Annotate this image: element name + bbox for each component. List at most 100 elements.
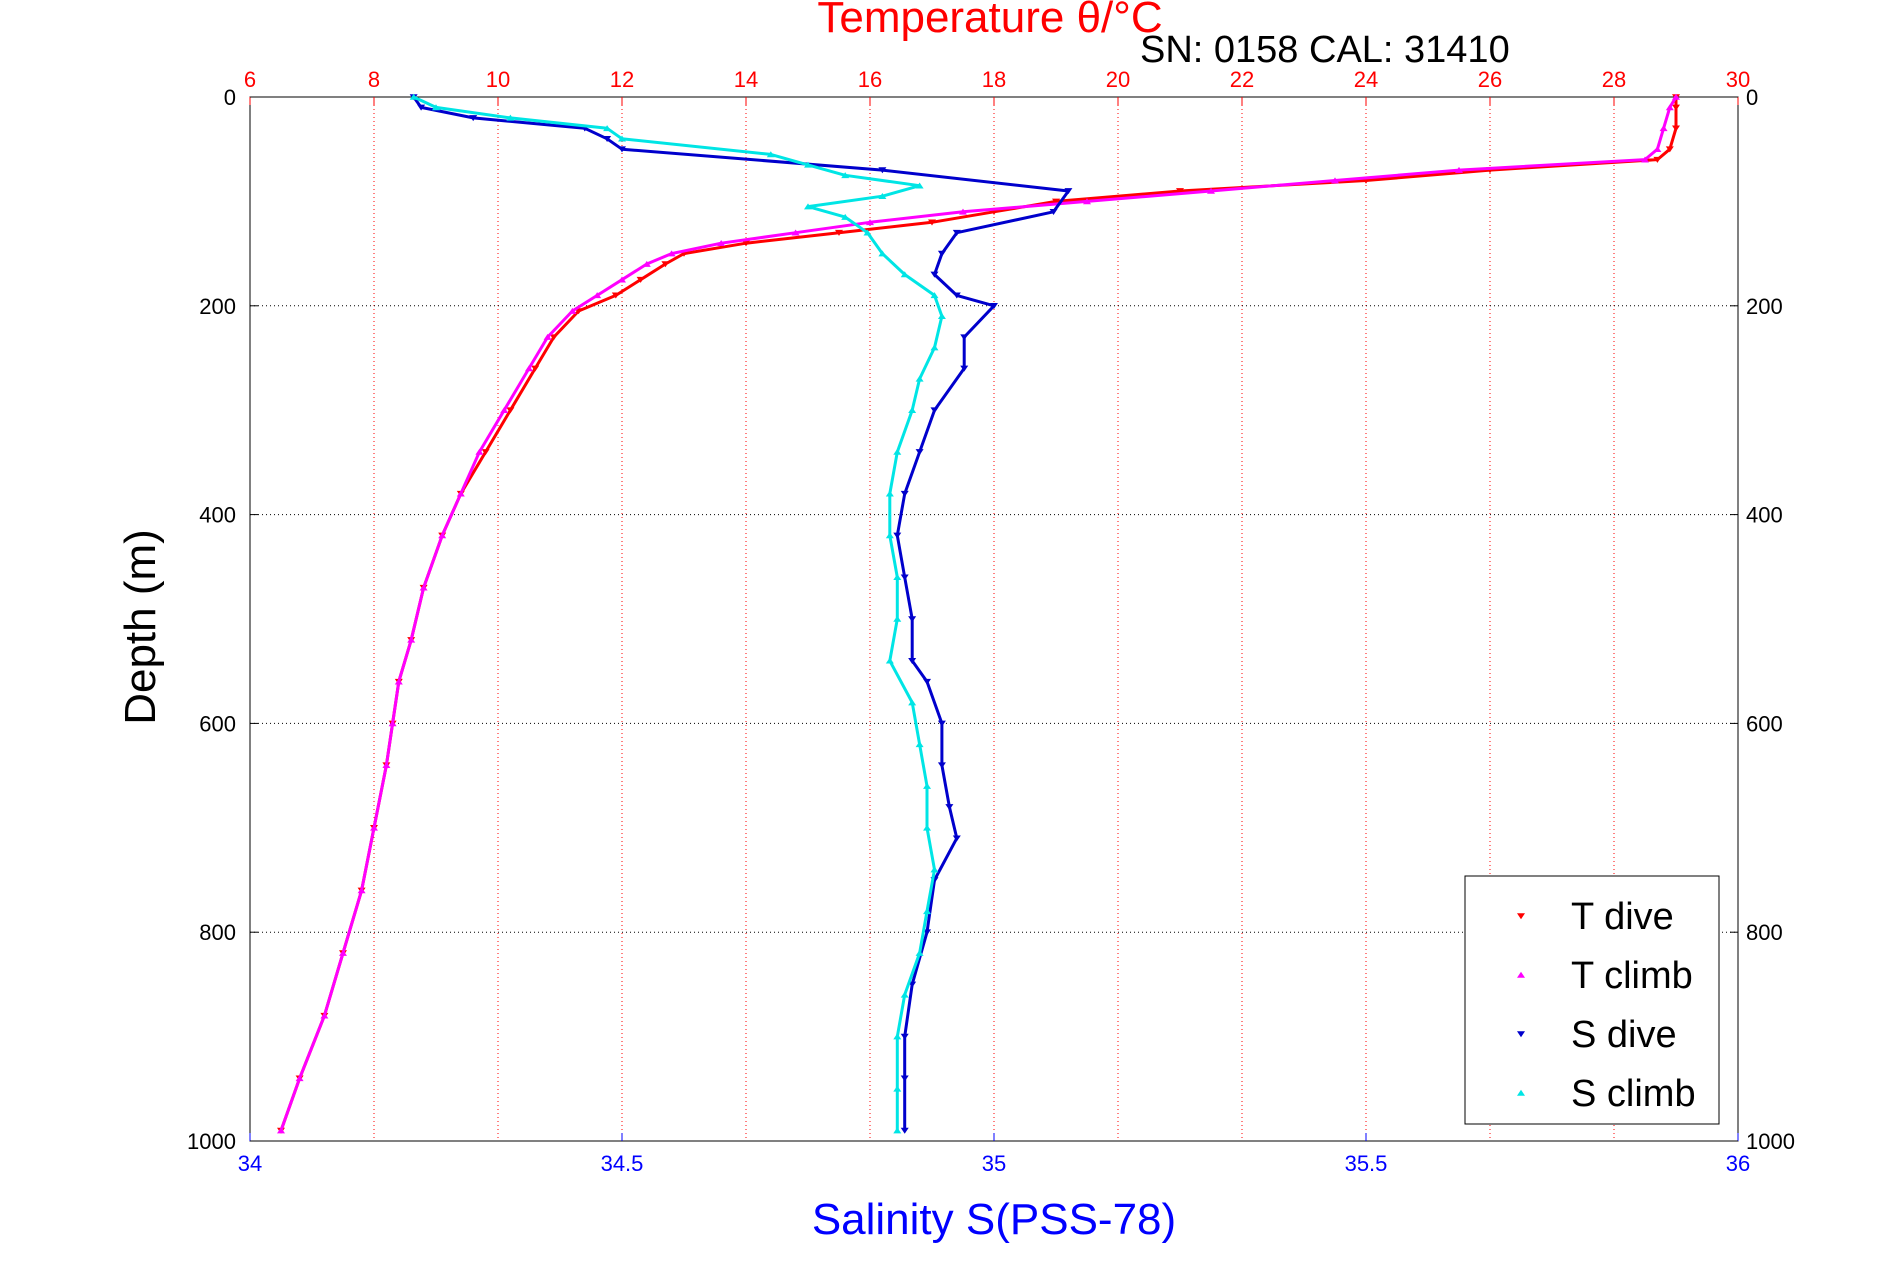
left-tick-label: 400 bbox=[199, 503, 236, 528]
data-point bbox=[1653, 156, 1662, 163]
data-point bbox=[915, 375, 924, 382]
data-point bbox=[930, 271, 939, 278]
data-point bbox=[370, 824, 378, 831]
data-point bbox=[717, 239, 726, 246]
left-tick-label: 600 bbox=[199, 711, 236, 736]
data-point bbox=[1672, 125, 1680, 132]
right-tick-label: 600 bbox=[1746, 711, 1783, 736]
data-point bbox=[531, 365, 540, 372]
left-tick-label: 200 bbox=[199, 294, 236, 319]
data-point bbox=[959, 208, 967, 215]
data-point bbox=[930, 407, 939, 414]
data-marks bbox=[277, 93, 1680, 1134]
data-point bbox=[409, 93, 418, 100]
data-point bbox=[866, 219, 874, 226]
data-point bbox=[1659, 125, 1668, 132]
legend-label: T dive bbox=[1571, 896, 1674, 938]
data-point bbox=[357, 887, 366, 894]
data-point bbox=[636, 276, 645, 283]
data-point bbox=[945, 804, 954, 811]
legend-marker bbox=[1517, 913, 1525, 920]
data-point bbox=[549, 334, 558, 341]
legend-marker bbox=[1517, 1031, 1525, 1038]
series-trace bbox=[412, 96, 1070, 1131]
data-point bbox=[804, 161, 812, 168]
data-point bbox=[835, 229, 843, 236]
data-point bbox=[603, 125, 612, 132]
right-tick-label: 200 bbox=[1746, 294, 1783, 319]
top-tick-label: 24 bbox=[1354, 67, 1378, 92]
data-point bbox=[419, 584, 428, 591]
data-point bbox=[900, 271, 909, 278]
data-point bbox=[900, 1127, 909, 1134]
data-point bbox=[893, 615, 902, 622]
data-point bbox=[1665, 146, 1674, 153]
data-point bbox=[320, 1012, 329, 1019]
legend-label: S climb bbox=[1571, 1073, 1696, 1115]
data-point bbox=[878, 167, 887, 174]
data-point bbox=[893, 1085, 902, 1092]
top-tick-label: 30 bbox=[1726, 67, 1750, 92]
data-point bbox=[908, 699, 917, 706]
data-point bbox=[885, 657, 894, 664]
data-point bbox=[1052, 198, 1060, 205]
right-tick-label: 800 bbox=[1746, 920, 1783, 945]
top-tick-label: 8 bbox=[368, 67, 380, 92]
data-point bbox=[667, 250, 676, 257]
data-point bbox=[923, 782, 932, 789]
top-tick-label: 14 bbox=[734, 67, 758, 92]
data-point bbox=[885, 532, 894, 539]
data-point bbox=[908, 407, 917, 413]
data-point bbox=[1672, 104, 1680, 111]
data-point bbox=[930, 292, 939, 299]
data-point bbox=[618, 146, 626, 153]
data-point bbox=[915, 949, 924, 956]
right-tick-label: 400 bbox=[1746, 503, 1783, 528]
data-point bbox=[593, 292, 602, 299]
legend-marker bbox=[1517, 971, 1525, 978]
left-tick-label: 800 bbox=[199, 920, 236, 945]
data-point bbox=[915, 182, 924, 189]
data-point bbox=[1083, 198, 1091, 205]
data-point bbox=[394, 678, 403, 685]
data-point bbox=[1064, 188, 1073, 195]
left-tick-label: 1000 bbox=[187, 1129, 236, 1154]
data-point bbox=[500, 407, 509, 413]
bottom-tick-label: 35 bbox=[982, 1151, 1006, 1176]
data-point bbox=[618, 276, 626, 283]
data-point bbox=[642, 260, 651, 267]
data-point bbox=[900, 490, 909, 497]
data-point bbox=[915, 449, 924, 456]
data-point bbox=[1455, 166, 1463, 173]
right-tick-label: 0 bbox=[1746, 85, 1758, 110]
legend-box bbox=[1464, 875, 1720, 1125]
axes: 6 8 10 12 14 16 18 20 22 24 26 28 30 34 34.5 35 35.5 36 0 0… bbox=[187, 67, 1795, 1176]
data-point bbox=[893, 574, 902, 581]
data-point bbox=[543, 333, 552, 340]
bottom-tick-label: 34.5 bbox=[601, 1151, 644, 1176]
bottom-tick-label: 36 bbox=[1726, 1151, 1750, 1176]
right-tick-label: 1000 bbox=[1746, 1129, 1795, 1154]
data-point bbox=[893, 1127, 902, 1134]
data-point bbox=[568, 307, 577, 314]
data-point bbox=[766, 151, 775, 158]
data-point bbox=[841, 172, 850, 179]
data-point bbox=[1672, 93, 1680, 100]
data-point bbox=[438, 532, 447, 539]
data-point bbox=[475, 448, 484, 455]
y-axis-title: Depth (m) bbox=[116, 529, 165, 725]
data-point bbox=[893, 448, 902, 455]
grid bbox=[250, 97, 1738, 1141]
data-point bbox=[339, 949, 347, 956]
bottom-tick-label: 35.5 bbox=[1345, 1151, 1388, 1176]
chart-title: SN: 0158 CAL: 31410 bbox=[1140, 29, 1510, 71]
data-point bbox=[525, 365, 533, 372]
data-point bbox=[900, 1075, 909, 1082]
data-point bbox=[937, 720, 946, 727]
top-tick-label: 18 bbox=[982, 67, 1006, 92]
top-tick-label: 6 bbox=[244, 67, 256, 92]
data-point bbox=[469, 115, 478, 122]
data-point bbox=[960, 365, 969, 372]
series-t-climb bbox=[277, 93, 1680, 1134]
data-point bbox=[1049, 209, 1058, 216]
